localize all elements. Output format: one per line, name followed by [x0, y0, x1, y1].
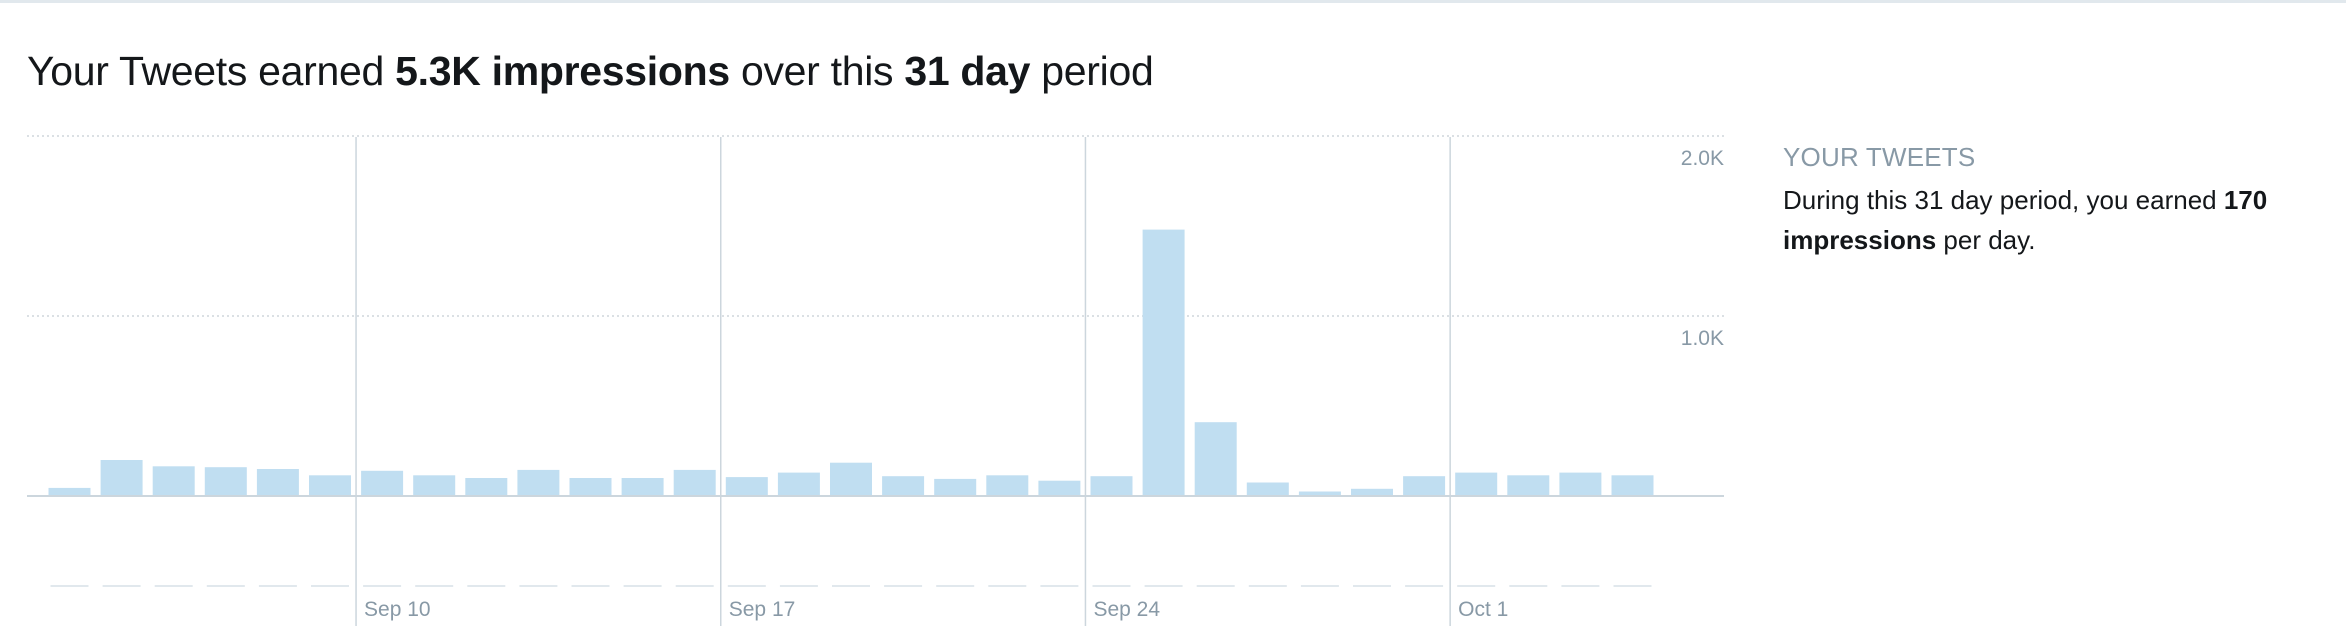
bar — [413, 475, 456, 496]
impressions-chart: 1.0K 2.0K Sep 10 Sep 17 Sep 24 Oct 1 — [27, 135, 1724, 626]
bar — [1507, 475, 1550, 496]
headline-impressions: 5.3K impressions — [395, 48, 730, 94]
bar — [361, 470, 404, 496]
headline-middle: over this — [740, 48, 894, 94]
bar — [1351, 488, 1393, 496]
side-panel: YOUR TWEETS During this 31 day period, y… — [1783, 140, 2323, 260]
x-tick-label: Sep 10 — [364, 598, 431, 621]
x-tick-label: Oct 1 — [1458, 598, 1508, 621]
headline-prefix: Your Tweets earned — [27, 48, 385, 94]
bar — [725, 477, 768, 496]
top-divider — [0, 0, 2346, 3]
bar — [1038, 480, 1081, 496]
bar — [517, 469, 560, 496]
bar — [204, 467, 247, 496]
headline-period: 31 day — [904, 48, 1031, 94]
bar — [1611, 475, 1654, 496]
bar — [1559, 472, 1602, 496]
side-panel-title: YOUR TWEETS — [1783, 142, 1976, 172]
bar — [621, 478, 664, 496]
side-panel-body: During this 31 day period, you earned 17… — [1783, 180, 2323, 260]
headline-suffix: period — [1041, 48, 1154, 94]
x-tick-label: Sep 17 — [729, 598, 796, 621]
side-body-prefix: During this 31 day period, you earned — [1783, 185, 2217, 215]
bar — [256, 469, 299, 496]
bar — [934, 478, 977, 496]
bar — [1403, 476, 1446, 496]
bar — [882, 476, 925, 496]
bar — [569, 478, 612, 496]
page-title: Your Tweets earned 5.3K impressions over… — [27, 44, 1154, 98]
x-tick-label: Sep 24 — [1093, 598, 1160, 621]
bar — [152, 466, 195, 496]
bar — [777, 472, 820, 496]
bar — [48, 487, 91, 496]
bar — [465, 478, 508, 496]
bar — [1142, 229, 1185, 496]
bar — [100, 460, 143, 496]
bar — [1246, 482, 1289, 496]
bar — [309, 475, 351, 496]
bar — [1298, 491, 1341, 496]
y-tick-label: 1.0K — [1681, 327, 1724, 350]
side-body-unit: impressions — [1783, 225, 1937, 255]
bar — [1455, 472, 1498, 496]
bar — [673, 469, 716, 496]
y-tick-label: 2.0K — [1681, 147, 1724, 170]
bar — [1194, 422, 1237, 496]
side-body-value: 170 — [2223, 185, 2268, 215]
bar — [986, 475, 1029, 496]
side-body-suffix: per day. — [1943, 225, 2036, 255]
bar — [1090, 476, 1133, 496]
bar — [830, 462, 872, 496]
